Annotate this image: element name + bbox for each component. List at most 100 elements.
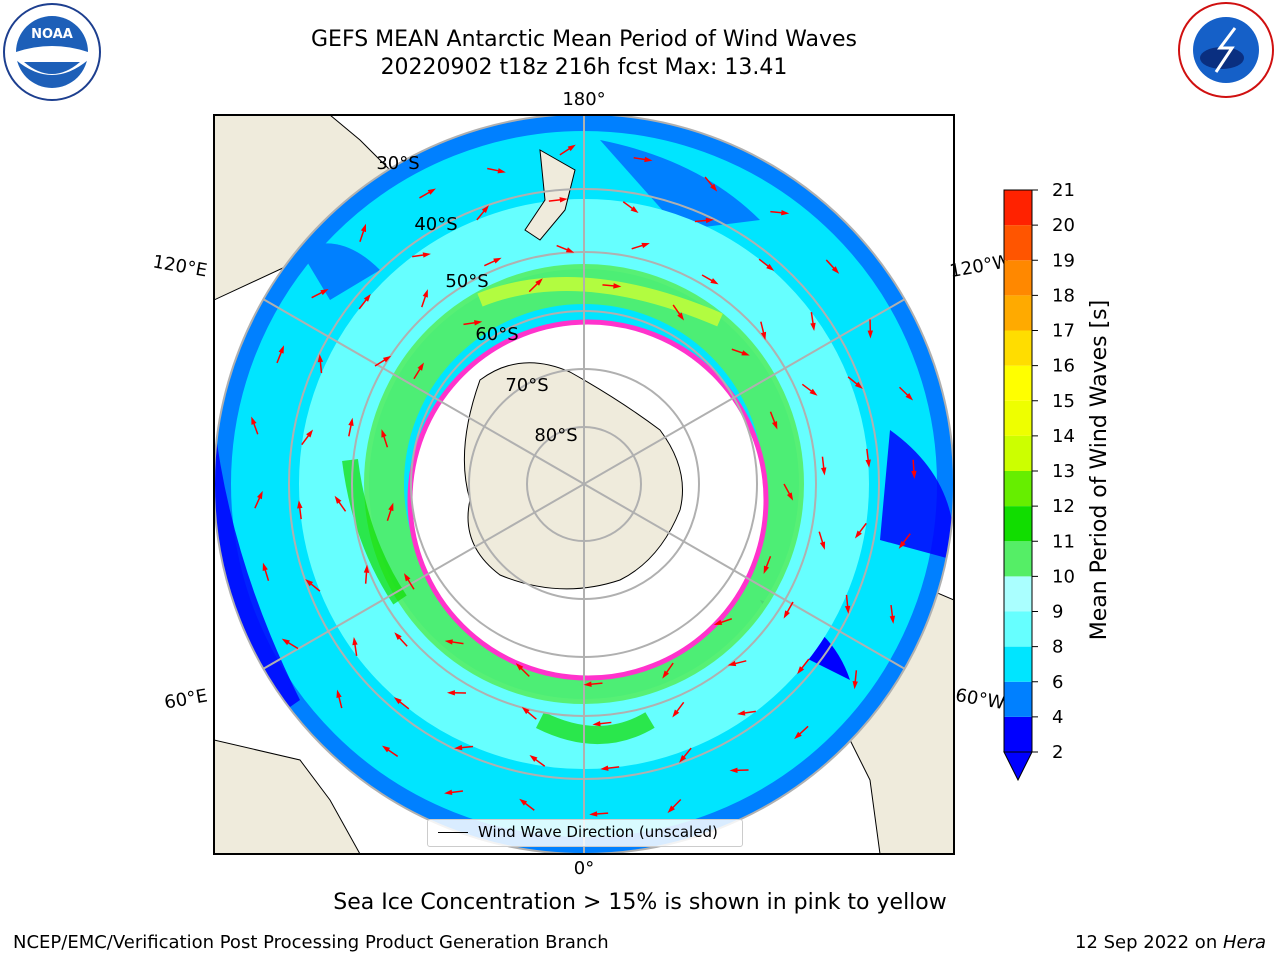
wave-arrowhead-icon xyxy=(422,289,428,298)
lon-label-60w: 60°W xyxy=(954,685,1007,714)
wave-arrowhead-icon xyxy=(334,495,342,504)
wave-arrowhead-icon xyxy=(529,754,538,762)
colorbar-tick-label: 15 xyxy=(1052,391,1075,412)
wave-arrowhead-icon xyxy=(352,637,358,646)
colorbar-segment xyxy=(1004,330,1032,366)
wave-arrowhead-icon xyxy=(297,500,303,509)
wave-arrowhead-icon xyxy=(831,266,840,274)
lon-label-120e: 120°E xyxy=(151,251,209,281)
colorbar-segment xyxy=(1004,365,1032,401)
colorbar-segment xyxy=(1004,471,1032,507)
wave-arrowhead-icon xyxy=(677,312,685,321)
colorbar-segment xyxy=(1004,646,1032,682)
wave-arrowhead-icon xyxy=(281,638,290,646)
wave-arrowhead-icon xyxy=(444,789,453,796)
wave-arrowhead-icon xyxy=(388,502,394,512)
colorbar-extend-arrow-icon xyxy=(1003,751,1033,782)
colorbar-tick-label: 19 xyxy=(1052,250,1075,271)
wave-arrowhead-icon xyxy=(810,322,816,331)
colorbar-tick-label: 13 xyxy=(1052,461,1075,482)
colorbar-tick-label: 14 xyxy=(1052,426,1075,447)
wave-arrowhead-icon xyxy=(600,765,609,771)
colorbar-tick-label: 8 xyxy=(1052,637,1063,658)
lat-label-70s: 70°S xyxy=(505,375,548,396)
noaa-logo-icon: NOAA xyxy=(3,3,101,101)
wave-arrowhead-icon xyxy=(786,492,794,501)
wave-arrowhead-icon xyxy=(305,579,314,587)
wave-arrowhead-icon xyxy=(783,610,790,619)
wave-arrowhead-icon xyxy=(565,247,575,253)
wave-arrowhead-icon xyxy=(381,429,387,438)
wave-arrowhead-icon xyxy=(417,362,424,371)
wave-arrowhead-icon xyxy=(519,798,528,806)
wave-arrowhead-icon xyxy=(852,681,858,690)
map-frame xyxy=(213,114,955,855)
wave-arrowhead-icon xyxy=(382,355,392,363)
wave-arrowhead-icon xyxy=(336,689,342,699)
colorbar-segment xyxy=(1004,506,1032,542)
wave-arrowhead-icon xyxy=(821,467,827,476)
wave-arrowhead-icon xyxy=(446,690,455,696)
wave-arrowhead-icon xyxy=(766,263,775,271)
wave-arrowhead-icon xyxy=(727,660,737,667)
wave-arrowhead-icon xyxy=(583,681,592,687)
wave-arrowhead-icon xyxy=(844,605,851,614)
lat-label-40s: 40°S xyxy=(414,214,457,235)
wave-arrowhead-icon xyxy=(348,417,354,427)
wave-arrowhead-icon xyxy=(613,283,622,289)
wave-arrowhead-icon xyxy=(911,470,917,479)
wave-arrowhead-icon xyxy=(363,293,371,302)
wave-arrowhead-icon xyxy=(360,223,367,233)
wave-arrowhead-icon xyxy=(667,805,675,814)
colorbar-tick-label: 10 xyxy=(1052,566,1075,587)
wave-arrowhead-icon xyxy=(394,632,402,640)
wave-arrowhead-icon xyxy=(679,754,687,763)
wave-arrowhead-icon xyxy=(515,663,524,671)
sea-ice-caption: Sea Ice Concentration > 15% is shown in … xyxy=(333,890,947,915)
wave-arrowhead-icon xyxy=(278,345,284,354)
colorbar-tick-label: 6 xyxy=(1052,672,1063,693)
wave-arrowhead-icon xyxy=(403,573,411,582)
wave-arrowhead-icon xyxy=(710,278,719,285)
colorbar-segment xyxy=(1004,541,1032,577)
wave-arrowhead-icon xyxy=(662,670,670,679)
colorbar-segment xyxy=(1004,225,1032,261)
colorbar-tick-label: 21 xyxy=(1052,180,1075,201)
wave-arrowhead-icon xyxy=(889,615,896,624)
lon-label-60e: 60°E xyxy=(163,685,209,713)
wave-arrowhead-icon xyxy=(710,183,718,192)
colorbar-tick-label: 12 xyxy=(1052,496,1075,517)
colorbar-tick-label: 2 xyxy=(1052,742,1063,763)
wave-arrowhead-icon xyxy=(262,562,268,571)
lat-label-30s: 30°S xyxy=(376,153,419,174)
wave-arrowhead-icon xyxy=(427,188,436,195)
legend-line-icon xyxy=(438,832,468,833)
longitude-grid xyxy=(262,115,906,854)
wave-arrowhead-icon xyxy=(381,745,391,753)
wave-arrowhead-icon xyxy=(644,156,653,163)
lon-label-180: 180° xyxy=(562,89,605,110)
colorbar: 2 4 6 8 9 10 11 12 13 14 15 16 17 18 19 20 21 xyxy=(1003,180,1075,782)
chart-title: GEFS MEAN Antarctic Mean Period of Wind … xyxy=(311,27,857,52)
footer-date-text: 12 Sep 2022 on xyxy=(1075,932,1223,953)
wave-arrowhead-icon xyxy=(317,354,324,363)
colorbar-segment xyxy=(1004,611,1032,647)
wave-arrowhead-icon xyxy=(760,331,767,341)
colorbar-segment xyxy=(1004,681,1032,717)
legend-label: Wind Wave Direction (unscaled) xyxy=(478,823,718,841)
wave-arrowhead-icon xyxy=(905,393,914,401)
wave-arrowhead-icon xyxy=(535,278,543,286)
wave-arrowhead-icon xyxy=(497,168,506,174)
wave-arrowhead-icon xyxy=(898,540,906,549)
map-legend: Wind Wave Direction (unscaled) xyxy=(427,819,743,847)
colorbar-segment xyxy=(1004,400,1032,436)
colorbar-tick-label: 16 xyxy=(1052,356,1075,377)
nws-logo-icon xyxy=(1178,2,1274,98)
noaa-logo-text: NOAA xyxy=(31,27,73,42)
wave-arrowhead-icon xyxy=(474,320,483,326)
wave-arrowhead-icon xyxy=(867,330,873,339)
wind-wave-arrows xyxy=(251,144,917,817)
colorbar-segment xyxy=(1004,295,1032,331)
wave-arrowhead-icon xyxy=(809,388,818,396)
wave-arrowhead-icon xyxy=(521,706,530,715)
